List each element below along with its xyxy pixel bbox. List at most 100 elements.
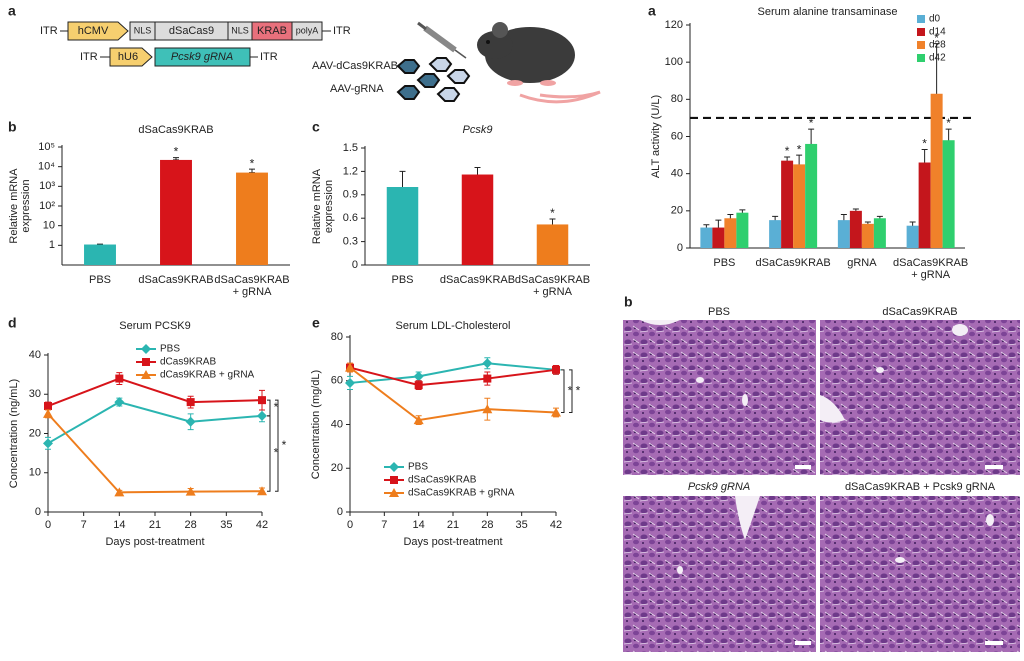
bracket: [267, 415, 271, 492]
significance: *: [250, 156, 255, 170]
bracket: [275, 399, 279, 492]
point: [185, 486, 196, 496]
panel-label: c: [312, 119, 320, 135]
x-axis-label: Days post-treatment: [105, 536, 204, 548]
scale-bars: [795, 465, 1003, 645]
y-axis-label: expression: [20, 179, 32, 232]
bar: [930, 93, 943, 248]
legend-marker: [390, 476, 398, 484]
chart-title: Serum alanine transaminase: [757, 6, 897, 18]
bar: [84, 244, 116, 265]
panel-label: d: [8, 315, 17, 331]
legend-swatch: [917, 41, 925, 49]
bar: [781, 160, 794, 248]
x-tick-label: dSaCas9KRAB: [214, 274, 289, 286]
bracket: [569, 369, 573, 413]
y-tick-label: 20: [331, 462, 343, 474]
significance: *: [550, 206, 555, 220]
cassette-label: NLS: [231, 25, 249, 35]
bar: [160, 159, 192, 265]
series-line: [349, 366, 557, 387]
y-axis-label: Concentration (ng/mL): [8, 379, 20, 488]
legend-label: PBS: [408, 462, 428, 473]
panel-label: e: [312, 315, 320, 331]
legend-label: PBS: [160, 344, 180, 355]
x-tick-label: 28: [185, 519, 197, 531]
significance: *: [922, 137, 927, 151]
point: [258, 396, 266, 405]
y-axis-label: Relative mRNA: [8, 168, 20, 244]
cassette-label: NLS: [134, 25, 152, 35]
legend-marker: [389, 488, 399, 497]
panel-label: a: [648, 3, 656, 19]
bar: [712, 227, 725, 248]
y-axis-label: Concentration (mg/dL): [310, 370, 322, 479]
tissue-image: [820, 320, 1020, 475]
y-tick-label: 0: [35, 506, 41, 518]
bar: [942, 140, 955, 248]
x-tick-label: 14: [113, 519, 125, 531]
x-tick-label: 42: [550, 519, 562, 531]
cassette-label: polyA: [296, 25, 319, 35]
series-line: [47, 401, 263, 445]
bar: [861, 223, 874, 248]
cassette-label: dSaCas9: [169, 25, 214, 37]
significance: *: [174, 145, 179, 159]
point: [257, 410, 267, 421]
legend-label: d28: [929, 40, 946, 51]
itr-label: ITR: [40, 25, 58, 37]
significance: *: [282, 438, 287, 452]
significance: *: [274, 400, 279, 414]
y-tick-label: 10: [29, 467, 41, 479]
significance: *: [946, 116, 951, 130]
point: [257, 486, 267, 496]
y-tick-label: 100: [665, 56, 683, 68]
y-tick-label: 10³: [39, 180, 55, 192]
y-tick-label: 30: [29, 388, 41, 400]
legend-label: d42: [929, 53, 946, 64]
x-tick-label: dSaCas9KRAB: [515, 274, 590, 286]
bar: [837, 220, 850, 248]
point: [483, 374, 492, 383]
bar: [236, 172, 268, 265]
y-tick-label: 20: [29, 427, 41, 439]
point: [114, 397, 125, 408]
y-tick-label: 10⁵: [38, 141, 55, 153]
bar: [386, 187, 419, 265]
x-tick-label: dSaCas9KRAB: [756, 257, 831, 269]
series-line: [349, 362, 557, 384]
bar: [873, 218, 886, 248]
x-tick-label: + gRNA: [233, 286, 272, 298]
chart-title: Serum PCSK9: [119, 320, 191, 332]
x-tick-label: + gRNA: [533, 286, 572, 298]
x-tick-label: + gRNA: [911, 269, 950, 281]
y-tick-label: 120: [665, 19, 683, 31]
y-tick-label: 10⁴: [38, 161, 55, 173]
y-tick-label: 1.5: [343, 142, 358, 154]
x-tick-label: 7: [381, 519, 387, 531]
x-tick-label: PBS: [391, 274, 413, 286]
image-label: dSaCas9KRAB + Pcsk9 gRNA: [845, 481, 996, 493]
x-tick-label: 42: [256, 519, 268, 531]
y-tick-label: 0.3: [343, 236, 358, 248]
cassette-label: KRAB: [257, 25, 287, 37]
bar: [906, 225, 919, 248]
significance: *: [809, 116, 814, 130]
series-line: [47, 377, 263, 407]
cassette-label: hCMV: [78, 25, 109, 37]
vector-label: AAV-dCas9KRAB: [312, 60, 398, 72]
x-tick-label: dSaCas9KRAB: [138, 274, 213, 286]
chart-title: Serum LDL-Cholesterol: [396, 320, 511, 332]
point: [413, 371, 424, 382]
y-tick-label: 40: [671, 168, 683, 180]
legend-label: dCas9KRAB + gRNA: [160, 370, 255, 381]
chart-title: Pcsk9: [463, 124, 493, 136]
significance: *: [576, 383, 581, 397]
point: [43, 438, 53, 449]
y-tick-label: 20: [671, 205, 683, 217]
panel-label: a: [8, 3, 16, 19]
legend-marker: [142, 358, 150, 366]
itr-label: ITR: [80, 51, 98, 63]
